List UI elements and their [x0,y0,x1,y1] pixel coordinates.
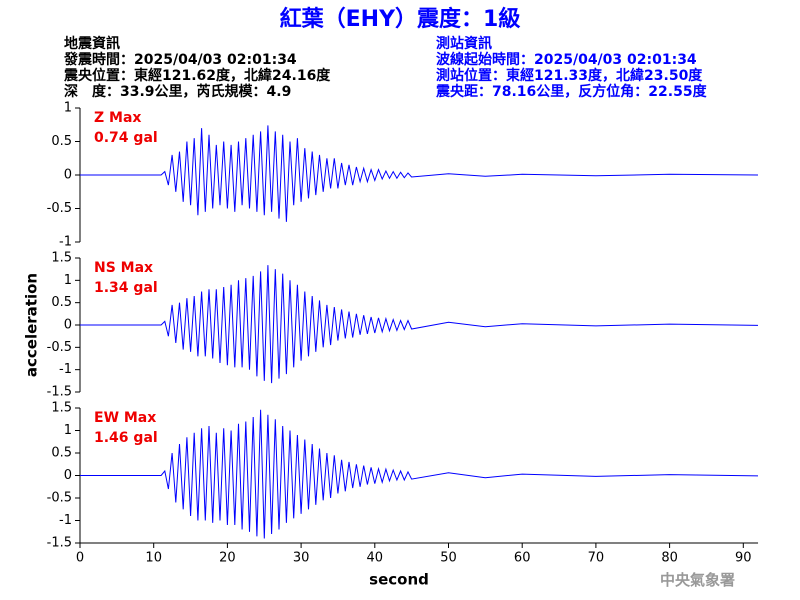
y-tick-label: 0 [64,318,72,333]
x-tick-label: 80 [661,551,678,566]
waveform [80,125,759,222]
y-tick-label: 1 [64,101,72,116]
max-value: 0.74 gal [94,130,158,146]
max-value: 1.46 gal [94,430,158,446]
x-tick-label: 70 [588,551,605,566]
y-tick-label: -0.5 [47,491,72,506]
y-tick-label: -1 [59,362,72,377]
y-tick-label: 0 [64,168,72,183]
y-tick-label: 1 [64,423,72,438]
y-tick-label: -0.5 [47,340,72,355]
x-tick-label: 0 [76,551,84,566]
info-line: 測站資訊 [436,35,492,52]
y-tick-label: 0.5 [51,295,72,310]
y-tick-label: -1.5 [47,385,72,400]
info-line: 震央位置：東經121.62度，北緯24.16度 [63,67,331,84]
max-label: NS Max [94,260,153,276]
y-tick-label: -1 [59,513,72,528]
x-tick-label: 10 [145,551,162,566]
info-line: 深 度：33.9公里，芮氏規模：4.9 [64,83,291,100]
x-axis-label: second [369,571,429,589]
max-label: Z Max [94,110,141,126]
x-tick-label: 90 [735,551,752,566]
y-tick-label: 0 [64,468,72,483]
y-tick-label: 0.5 [51,446,72,461]
y-tick-label: 0.5 [51,134,72,149]
y-tick-label: 1.5 [51,251,72,266]
x-tick-label: 20 [219,551,236,566]
y-tick-label: -1 [59,235,72,250]
x-tick-label: 40 [367,551,384,566]
info-line: 地震資訊 [64,35,120,52]
max-value: 1.34 gal [94,280,158,296]
info-line: 測站位置：東經121.33度，北緯23.50度 [436,67,703,84]
y-tick-label: 1 [64,273,72,288]
y-axis-label: acceleration [23,273,41,377]
footer: 中央氣象署 [660,571,735,589]
max-label: EW Max [94,410,156,426]
y-tick-label: -0.5 [47,201,72,216]
y-tick-label: 1.5 [51,401,72,416]
waveform [80,409,759,539]
x-tick-label: 30 [293,551,310,566]
waveform [80,265,759,384]
x-tick-label: 60 [514,551,531,566]
info-line: 震央距：78.16公里，反方位角：22.55度 [435,83,708,100]
title: 紅葉（EHY）震度：1級 [280,6,521,32]
x-tick-label: 50 [440,551,457,566]
y-tick-label: -1.5 [47,536,72,551]
info-line: 波線起始時間：2025/04/03 02:01:34 [436,51,697,68]
info-line: 發震時間：2025/04/03 02:01:34 [63,51,297,68]
